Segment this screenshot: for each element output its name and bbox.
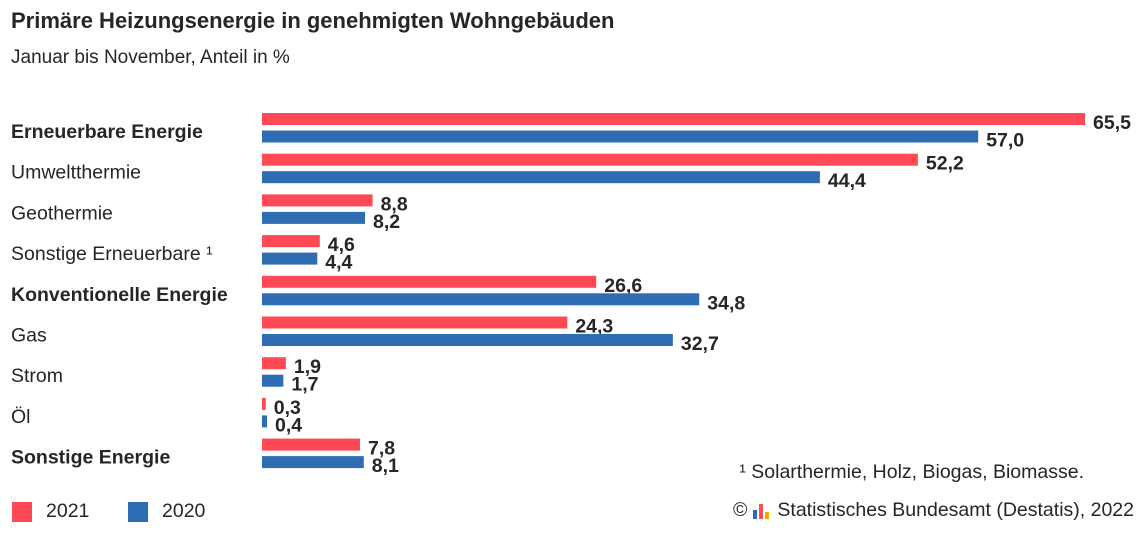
value-label-2020-sonstige-energie: 8,1 <box>372 455 399 477</box>
bar-2021-erneuerbare-energie <box>262 113 1085 125</box>
bar-2020-konventionelle-energie <box>262 293 700 306</box>
category-label-erneuerbare-energie: Erneuerbare Energie <box>11 121 203 143</box>
bar-2020-erneuerbare-energie <box>262 130 979 143</box>
destatis-logo-icon <box>753 503 771 519</box>
legend-item-2020: 2020 <box>128 500 205 523</box>
value-label-2020-konventionelle-energie: 34,8 <box>707 292 745 314</box>
bar-2021-strom <box>262 357 286 370</box>
value-label-2020-sonstige-erneuerbare: 4,4 <box>325 252 352 274</box>
value-label-2021-gas: 24,3 <box>575 316 613 338</box>
bar-2020-sonstige-erneuerbare <box>262 252 318 265</box>
value-label-2021-öl: 0,3 <box>274 397 301 419</box>
bar-2020-umweltthermie <box>262 171 820 184</box>
value-label-2021-geothermie: 8,8 <box>381 193 408 215</box>
legend-label-2021: 2021 <box>46 500 90 522</box>
bar-2021-umweltthermie <box>262 153 918 166</box>
value-label-2020-strom: 1,7 <box>291 374 318 396</box>
category-label-öl: Öl <box>11 406 31 428</box>
bar-2021-öl <box>262 397 266 410</box>
chart-subtitle: Januar bis November, Anteil in % <box>11 47 290 68</box>
legend-item-2021: 2021 <box>12 500 89 523</box>
value-label-2020-erneuerbare-energie: 57,0 <box>986 130 1024 152</box>
value-label-2021-strom: 1,9 <box>294 356 321 378</box>
value-label-2020-geothermie: 8,2 <box>373 211 400 233</box>
value-label-2020-umweltthermie: 44,4 <box>828 170 866 192</box>
bar-2020-gas <box>262 334 673 346</box>
bar-chart: Erneuerbare Energie 65,5 57,0 Umweltthermie… <box>11 112 1131 477</box>
bar-2021-gas <box>262 316 568 329</box>
category-label-strom: Strom <box>11 365 63 387</box>
value-label-2021-konventionelle-energie: 26,6 <box>604 275 642 297</box>
category-label-sonstige-energie: Sonstige Energie <box>11 447 170 469</box>
legend-swatch-2020 <box>128 501 148 522</box>
value-label-2021-umweltthermie: 52,2 <box>926 153 964 175</box>
value-label-2021-erneuerbare-energie: 65,5 <box>1093 112 1131 134</box>
value-label-2020-öl: 0,4 <box>275 414 302 436</box>
category-label-gas: Gas <box>11 325 47 347</box>
bar-2020-strom <box>262 374 284 387</box>
category-label-sonstige-erneuerbare: Sonstige Erneuerbare ¹ <box>11 243 213 265</box>
category-label-umweltthermie: Umweltthermie <box>11 162 141 184</box>
footnote: ¹ Solarthermie, Holz, Biogas, Biomasse. <box>739 461 1084 483</box>
legend-swatch-2021 <box>12 501 32 522</box>
bar-2020-öl <box>262 415 268 428</box>
value-label-2021-sonstige-energie: 7,8 <box>368 438 395 460</box>
bar-2021-konventionelle-energie <box>262 275 597 288</box>
bar-2020-sonstige-energie <box>262 456 364 469</box>
bar-2020-geothermie <box>262 211 366 224</box>
bar-2021-geothermie <box>262 194 373 207</box>
chart-title: Primäre Heizungsenergie in genehmigten W… <box>11 8 615 33</box>
source-text: Statistisches Bundesamt (Destatis), 2022 <box>777 499 1134 521</box>
value-label-2020-gas: 32,7 <box>681 333 719 355</box>
category-label-konventionelle-energie: Konventionelle Energie <box>11 284 228 306</box>
bar-2021-sonstige-erneuerbare <box>262 235 320 248</box>
legend-label-2020: 2020 <box>162 500 206 522</box>
bar-2021-sonstige-energie <box>262 438 361 451</box>
value-label-2021-sonstige-erneuerbare: 4,6 <box>328 234 355 256</box>
source-line: © Statistisches Bundesamt (Destatis), 20… <box>733 499 1134 522</box>
category-label-geothermie: Geothermie <box>11 202 113 224</box>
copyright-symbol: © <box>733 499 748 521</box>
